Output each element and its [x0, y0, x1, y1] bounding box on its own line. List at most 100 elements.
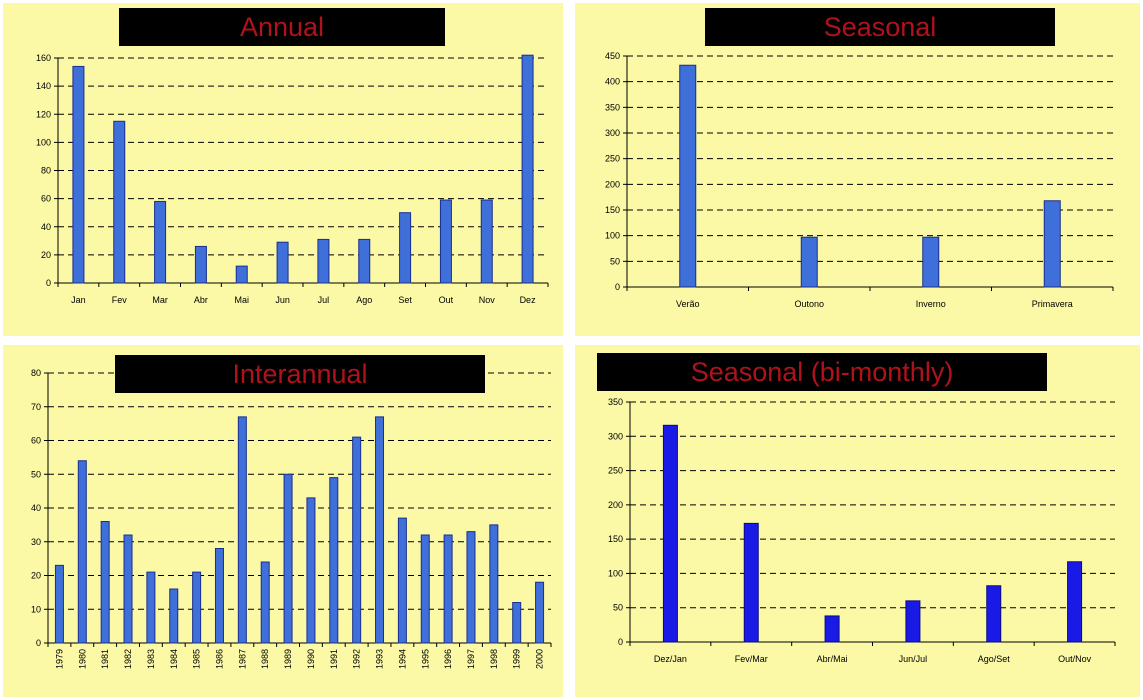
y-tick-label: 0 — [615, 282, 620, 292]
bar — [679, 64, 697, 288]
x-tick-label: 1982 — [123, 649, 133, 669]
interannual-chart-title: Interannual — [115, 355, 485, 393]
bar — [77, 460, 87, 644]
x-tick-label: Jun/Jul — [899, 654, 928, 664]
bar — [154, 200, 167, 284]
bar — [146, 571, 156, 644]
x-tick-label: 1995 — [420, 649, 430, 669]
bar — [113, 120, 126, 284]
y-tick-label: 70 — [31, 402, 41, 412]
y-tick-label: 250 — [608, 466, 623, 476]
y-tick-label: 10 — [31, 604, 41, 614]
bar — [235, 265, 248, 284]
annual-chart-title: Annual — [119, 8, 445, 46]
annual-chart: 0 20 40 60 80 100 120 140 160 Jan Fev Mar Abr Mai Jun J… — [36, 53, 549, 305]
y-tick-label: 50 — [31, 469, 41, 479]
y-tick-label: 20 — [31, 571, 41, 581]
y-tick-label: 50 — [613, 603, 623, 613]
x-tick-label: Ago/Set — [978, 654, 1011, 664]
y-tick-label: 300 — [605, 128, 620, 138]
y-tick-label: 60 — [31, 436, 41, 446]
bar — [399, 212, 412, 284]
bar — [1043, 200, 1061, 288]
bar — [743, 522, 759, 643]
x-tick-label: 1991 — [329, 649, 339, 669]
y-tick-label: 150 — [608, 534, 623, 544]
y-tick-label: 350 — [605, 102, 620, 112]
seasonal-chart-panel: 0 50 100 150 200 250 300 350 400 450 Verão Outono In… — [575, 3, 1140, 336]
y-tick-label: 80 — [41, 166, 51, 176]
bar — [397, 517, 407, 644]
y-tick-label: 50 — [610, 256, 620, 266]
bar — [800, 236, 818, 288]
y-tick-label: 0 — [618, 637, 623, 647]
y-tick-label: 160 — [36, 53, 51, 63]
x-tick-label: Abr — [194, 295, 208, 305]
bar — [439, 199, 452, 284]
x-tick-label: 1984 — [169, 649, 179, 669]
bar — [512, 602, 522, 644]
x-tick-label: Jan — [71, 295, 86, 305]
y-tick-label: 100 — [608, 568, 623, 578]
annual-chart-panel: 0 20 40 60 80 100 120 140 160 Jan Fev Mar Abr Mai Jun J… — [3, 3, 563, 336]
bar — [443, 534, 453, 644]
y-tick-label: 150 — [605, 205, 620, 215]
x-tick-label: 1993 — [375, 649, 385, 669]
x-tick-label: Mar — [152, 295, 168, 305]
seasonal-chart: 0 50 100 150 200 250 300 350 400 450 Verão Outono In… — [605, 51, 1114, 309]
x-tick-label: Dez — [520, 295, 537, 305]
x-tick-label: Fev/Mar — [735, 654, 768, 664]
x-tick-label: Ago — [356, 295, 372, 305]
x-tick-label: Mai — [234, 295, 249, 305]
x-tick-label: 1988 — [260, 649, 270, 669]
x-tick-label: 1996 — [443, 649, 453, 669]
y-tick-label: 120 — [36, 109, 51, 119]
x-tick-label: Outono — [794, 299, 824, 309]
x-tick-label: 1989 — [283, 649, 293, 669]
bar — [1067, 561, 1083, 643]
bar — [306, 497, 316, 644]
x-tick-label: 1981 — [100, 649, 110, 669]
bar — [317, 238, 330, 284]
bar — [237, 416, 247, 644]
x-tick-label: Set — [398, 295, 412, 305]
y-tick-label: 0 — [46, 278, 51, 288]
bimonthly-chart-panel: 0 50 100 150 200 250 300 350 Dez/Jan Fev/Mar Abr/M… — [575, 345, 1140, 697]
y-tick-label: 0 — [36, 638, 41, 648]
interannual-chart-panel: 0 10 20 30 40 50 60 70 80 1979 1980 1981 1982 1983 198… — [3, 345, 563, 697]
y-tick-label: 450 — [605, 51, 620, 61]
y-tick-label: 250 — [605, 154, 620, 164]
bar — [922, 236, 940, 288]
bar — [100, 521, 110, 644]
y-tick-label: 100 — [36, 137, 51, 147]
y-tick-label: 20 — [41, 250, 51, 260]
bar — [123, 534, 133, 644]
x-tick-label: 1987 — [237, 649, 247, 669]
x-tick-label: 1983 — [146, 649, 156, 669]
y-tick-label: 140 — [36, 81, 51, 91]
x-tick-label: 1994 — [397, 649, 407, 669]
x-tick-label: 1985 — [192, 649, 202, 669]
y-tick-label: 200 — [605, 179, 620, 189]
bar — [824, 615, 840, 643]
x-tick-label: Jul — [318, 295, 330, 305]
x-tick-label: Verão — [676, 299, 700, 309]
bar — [662, 424, 678, 643]
bar — [986, 585, 1002, 643]
bar — [375, 416, 385, 644]
bar — [276, 241, 289, 284]
y-tick-label: 300 — [608, 431, 623, 441]
y-tick-label: 40 — [31, 503, 41, 513]
seasonal-chart-title: Seasonal — [705, 8, 1055, 46]
x-tick-label: Jun — [275, 295, 290, 305]
y-tick-label: 100 — [605, 231, 620, 241]
bar — [192, 571, 202, 644]
x-tick-label: Primavera — [1032, 299, 1073, 309]
bar — [905, 600, 921, 643]
bar — [260, 561, 270, 644]
bar — [420, 534, 430, 644]
x-tick-label: 2000 — [535, 649, 545, 669]
bar — [521, 54, 534, 284]
x-tick-label: Out/Nov — [1058, 654, 1092, 664]
bar — [480, 199, 493, 284]
